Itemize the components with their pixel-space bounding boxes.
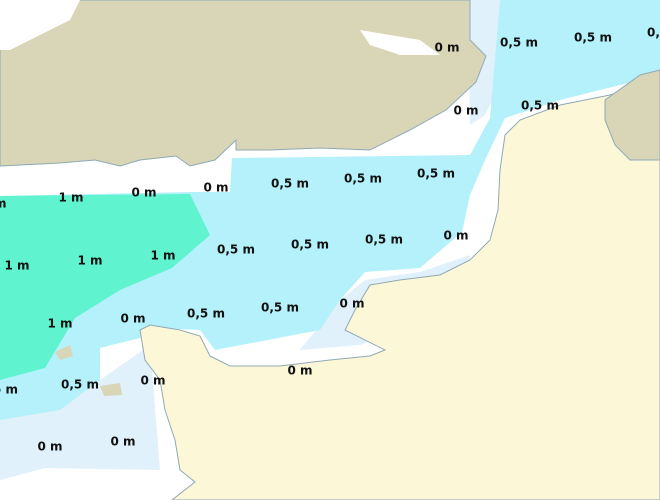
- wave-label: 0 m: [434, 41, 459, 55]
- wave-label: 0,5 m: [61, 378, 99, 392]
- wave-label: 0,5 m: [261, 301, 299, 315]
- wave-label: 0,5 m: [365, 233, 403, 247]
- wave-label: 1 m: [58, 191, 83, 205]
- wave-label: 0 m: [120, 312, 145, 326]
- wave-label: 0,5 m: [521, 99, 559, 113]
- wave-label: 0,5 m: [500, 36, 538, 50]
- wave-label: 0 m: [339, 297, 364, 311]
- wave-label: 1 m: [4, 259, 29, 273]
- wave-label: 0 m: [110, 435, 135, 449]
- wave-label: 0 m: [131, 186, 156, 200]
- land-belgium: [604, 69, 660, 161]
- wave-label: 0,5 m: [217, 243, 255, 257]
- wave-label: 0,5 m: [344, 172, 382, 186]
- wave-label: 0,5 m: [417, 167, 455, 181]
- wave-label: 0,5 m: [271, 177, 309, 191]
- wave-label: 0 m: [443, 229, 468, 243]
- land-england: [0, 0, 487, 167]
- wave-label: 0 m: [287, 364, 312, 378]
- island: [100, 383, 122, 396]
- wave-label: 0 m: [140, 374, 165, 388]
- wave-label: 0,5 m: [187, 307, 225, 321]
- wave-label: 1 m: [150, 249, 175, 263]
- estuary: [0, 0, 80, 50]
- sea-zone-medium: [0, 0, 660, 420]
- wave-label: 0 m: [203, 181, 228, 195]
- wave-label: 1 m: [0, 197, 7, 211]
- wave-label: 1 m: [77, 254, 102, 268]
- wave-label: 0,5 m: [574, 31, 612, 45]
- wave-label: 0 m: [37, 440, 62, 454]
- estuary: [360, 30, 440, 55]
- wave-label: 0,5 m: [0, 383, 18, 397]
- wave-label: 1 m: [47, 317, 72, 331]
- wave-label: 0 m: [453, 104, 478, 118]
- wave-label: 0,5 m: [647, 26, 660, 40]
- sea-zone-low: [0, 345, 160, 480]
- land-france: [139, 79, 660, 500]
- labels: 0 m 0,5 m 0,5 m 0,5 m 0 m 0,5 m 1 m 1 m 0 m 0 m 0,…: [0, 26, 660, 454]
- wave-label: 0,5 m: [291, 238, 329, 252]
- island: [55, 345, 73, 360]
- sea-zone-high: [0, 194, 210, 380]
- sea-zone-low: [468, 0, 505, 125]
